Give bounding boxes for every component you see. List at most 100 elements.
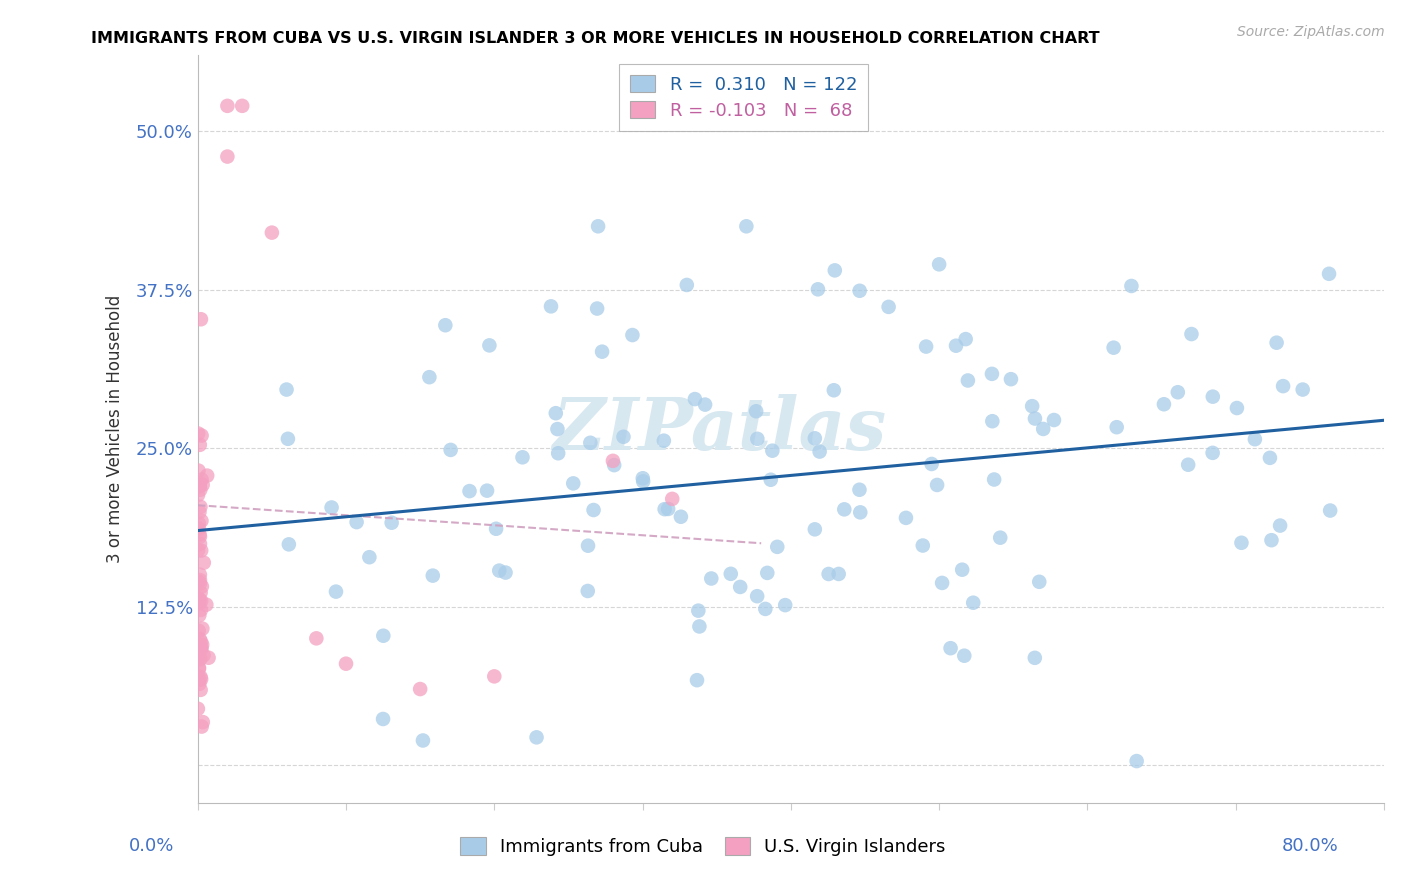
- Point: [484, 669, 506, 683]
- Point: [190, 585, 212, 599]
- Point: [485, 522, 508, 536]
- Point: [187, 591, 209, 606]
- Point: [188, 476, 211, 491]
- Point: [488, 564, 510, 578]
- Point: [927, 478, 949, 492]
- Point: [359, 550, 381, 565]
- Point: [458, 484, 481, 499]
- Point: [191, 715, 214, 730]
- Point: [440, 442, 463, 457]
- Point: [188, 677, 211, 691]
- Point: [631, 471, 654, 485]
- Point: [190, 682, 212, 697]
- Point: [1021, 399, 1043, 413]
- Point: [276, 383, 298, 397]
- Point: [1268, 518, 1291, 533]
- Point: [190, 641, 212, 656]
- Point: [191, 478, 214, 492]
- Point: [371, 712, 394, 726]
- Point: [683, 392, 706, 406]
- Point: [915, 340, 938, 354]
- Point: [188, 576, 211, 591]
- Point: [894, 511, 917, 525]
- Point: [512, 450, 534, 465]
- Point: [804, 431, 827, 445]
- Point: [1226, 401, 1249, 415]
- Point: [1230, 536, 1253, 550]
- Point: [188, 479, 211, 493]
- Point: [190, 672, 212, 686]
- Point: [1180, 326, 1202, 341]
- Point: [335, 657, 357, 671]
- Point: [962, 596, 984, 610]
- Point: [190, 514, 212, 528]
- Point: [728, 580, 751, 594]
- Point: [188, 632, 211, 646]
- Point: [1317, 267, 1340, 281]
- Point: [621, 328, 644, 343]
- Point: [675, 277, 697, 292]
- Point: [720, 566, 742, 581]
- Point: [188, 479, 211, 493]
- Point: [526, 731, 548, 745]
- Point: [190, 500, 212, 514]
- Point: [955, 332, 977, 346]
- Point: [576, 584, 599, 599]
- Point: [195, 468, 218, 483]
- Point: [956, 374, 979, 388]
- Point: [190, 670, 212, 684]
- Point: [1177, 458, 1199, 472]
- Point: [475, 483, 498, 498]
- Point: [434, 318, 457, 333]
- Point: [1024, 650, 1046, 665]
- Point: [773, 598, 796, 612]
- Point: [547, 446, 569, 460]
- Point: [939, 641, 962, 656]
- Point: [187, 597, 209, 611]
- Point: [190, 312, 212, 326]
- Point: [747, 432, 769, 446]
- Point: [187, 624, 209, 638]
- Point: [409, 681, 432, 696]
- Point: [422, 568, 444, 582]
- Point: [576, 539, 599, 553]
- Point: [1028, 574, 1050, 589]
- Point: [688, 604, 710, 618]
- Point: [197, 650, 219, 665]
- Point: [188, 608, 211, 623]
- Point: [652, 434, 675, 448]
- Point: [1102, 341, 1125, 355]
- Point: [188, 573, 211, 587]
- Point: [807, 282, 830, 296]
- Point: [187, 516, 209, 531]
- Point: [693, 398, 716, 412]
- Point: [188, 673, 211, 687]
- Point: [188, 438, 211, 452]
- Point: [188, 592, 211, 607]
- Point: [817, 566, 839, 581]
- Point: [945, 339, 967, 353]
- Point: [412, 733, 434, 747]
- Point: [191, 579, 214, 593]
- Point: [631, 475, 654, 489]
- Text: ZIPatlas: ZIPatlas: [553, 393, 887, 465]
- Point: [187, 464, 209, 478]
- Point: [950, 563, 973, 577]
- Point: [953, 648, 976, 663]
- Point: [346, 515, 368, 529]
- Point: [928, 257, 950, 271]
- Point: [217, 150, 239, 164]
- Point: [1265, 335, 1288, 350]
- Point: [495, 566, 517, 580]
- Point: [988, 531, 1011, 545]
- Point: [195, 598, 218, 612]
- Point: [1167, 385, 1189, 400]
- Point: [688, 619, 710, 633]
- Point: [1272, 379, 1295, 393]
- Point: [1260, 533, 1282, 548]
- Point: [190, 652, 212, 666]
- Point: [190, 543, 212, 558]
- Point: [1202, 390, 1225, 404]
- Point: [217, 99, 239, 113]
- Point: [546, 422, 568, 436]
